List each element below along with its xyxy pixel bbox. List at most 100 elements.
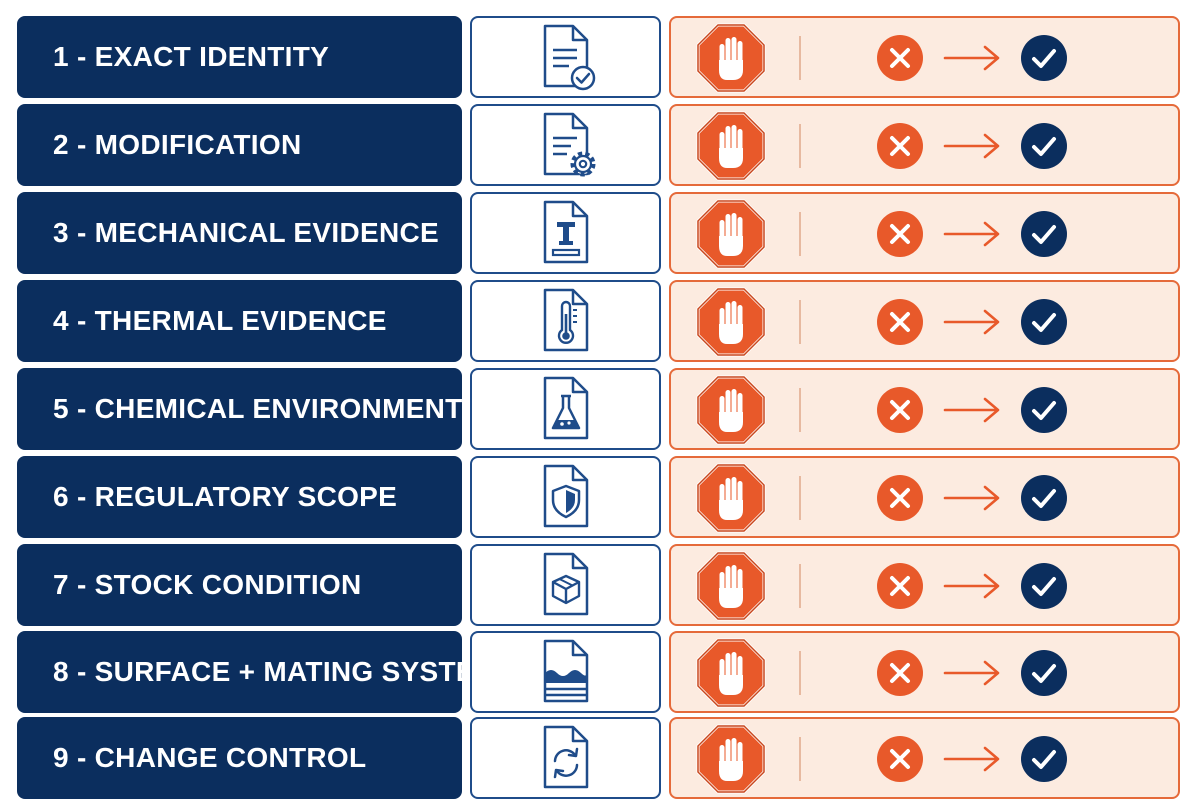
check-circle-icon [1021, 299, 1067, 345]
check-circle-icon [1021, 211, 1067, 257]
x-circle-icon [877, 736, 923, 782]
row-7: 7 - STOCK CONDITION [0, 544, 1200, 626]
row-status-box [669, 16, 1180, 98]
document-check-icon [543, 24, 595, 91]
stop-hand-icon [696, 551, 766, 621]
row-label-box: 7 - STOCK CONDITION [17, 544, 462, 626]
status-divider [799, 564, 801, 608]
x-circle-icon [877, 123, 923, 169]
row-status-box [669, 104, 1180, 186]
row-icon-box [470, 16, 661, 98]
row-icon-box [470, 280, 661, 362]
row-label: 6 - REGULATORY SCOPE [53, 481, 398, 512]
stop-hand-icon [696, 287, 766, 357]
row-status-box [669, 456, 1180, 538]
status-divider [799, 300, 801, 344]
arrow-right-icon [943, 485, 1000, 511]
status-divider [799, 212, 801, 256]
stop-hand-icon [696, 23, 766, 93]
row-label: 1 - EXACT IDENTITY [53, 41, 330, 72]
row-label-box: 6 - REGULATORY SCOPE [17, 456, 462, 538]
row-status-box [669, 631, 1180, 713]
arrow-right-icon [943, 660, 1000, 686]
arrow-right-icon [943, 221, 1000, 247]
row-status-box [669, 717, 1180, 799]
row-9: 9 - CHANGE CONTROL [0, 717, 1200, 799]
status-divider [799, 737, 801, 781]
document-press-icon [543, 200, 588, 264]
row-status-box [669, 544, 1180, 626]
arrow-right-icon [943, 397, 1000, 423]
row-icon-box [470, 717, 661, 799]
x-circle-icon [877, 387, 923, 433]
status-divider [799, 36, 801, 80]
row-1: 1 - EXACT IDENTITY [0, 16, 1200, 98]
check-circle-icon [1021, 123, 1067, 169]
check-circle-icon [1021, 736, 1067, 782]
check-circle-icon [1021, 563, 1067, 609]
status-divider [799, 124, 801, 168]
row-label: 7 - STOCK CONDITION [53, 569, 362, 600]
row-4: 4 - THERMAL EVIDENCE [0, 280, 1200, 362]
row-8: 8 - SURFACE + MATING SYSTEM [0, 631, 1200, 713]
status-divider [799, 388, 801, 432]
row-icon-box [470, 456, 661, 538]
document-flask-icon [543, 376, 588, 440]
row-label: 2 - MODIFICATION [53, 129, 302, 160]
arrow-right-icon [943, 45, 1000, 71]
row-label: 5 - CHEMICAL ENVIRONMENT [53, 393, 463, 424]
row-label-box: 3 - MECHANICAL EVIDENCE [17, 192, 462, 274]
status-divider [799, 651, 801, 695]
stop-hand-icon [696, 724, 766, 794]
document-refresh-icon [543, 725, 588, 789]
row-icon-box [470, 544, 661, 626]
row-2: 2 - MODIFICATION [0, 104, 1200, 186]
document-thermometer-icon [543, 288, 588, 352]
arrow-right-icon [943, 573, 1000, 599]
status-divider [799, 476, 801, 520]
x-circle-icon [877, 563, 923, 609]
row-icon-box [470, 368, 661, 450]
document-box-icon [543, 552, 588, 616]
check-circle-icon [1021, 35, 1067, 81]
arrow-right-icon [943, 746, 1000, 772]
x-circle-icon [877, 299, 923, 345]
document-gear-icon [543, 112, 595, 177]
row-label: 4 - THERMAL EVIDENCE [53, 305, 387, 336]
row-label-box: 9 - CHANGE CONTROL [17, 717, 462, 799]
check-circle-icon [1021, 475, 1067, 521]
row-label-box: 1 - EXACT IDENTITY [17, 16, 462, 98]
row-label: 3 - MECHANICAL EVIDENCE [53, 217, 439, 248]
check-circle-icon [1021, 650, 1067, 696]
check-circle-icon [1021, 387, 1067, 433]
row-label: 8 - SURFACE + MATING SYSTEM [53, 656, 499, 687]
x-circle-icon [877, 211, 923, 257]
stop-hand-icon [696, 638, 766, 708]
row-6: 6 - REGULATORY SCOPE [0, 456, 1200, 538]
row-icon-box [470, 104, 661, 186]
row-status-box [669, 280, 1180, 362]
x-circle-icon [877, 650, 923, 696]
document-shield-icon [543, 464, 588, 528]
row-icon-box [470, 192, 661, 274]
row-label-box: 4 - THERMAL EVIDENCE [17, 280, 462, 362]
stop-hand-icon [696, 375, 766, 445]
x-circle-icon [877, 35, 923, 81]
row-status-box [669, 192, 1180, 274]
row-3: 3 - MECHANICAL EVIDENCE [0, 192, 1200, 274]
row-icon-box [470, 631, 661, 713]
document-surface-icon [543, 639, 588, 703]
row-5: 5 - CHEMICAL ENVIRONMENT [0, 368, 1200, 450]
row-label-box: 5 - CHEMICAL ENVIRONMENT [17, 368, 462, 450]
stop-hand-icon [696, 111, 766, 181]
x-circle-icon [877, 475, 923, 521]
arrow-right-icon [943, 309, 1000, 335]
row-status-box [669, 368, 1180, 450]
stop-hand-icon [696, 463, 766, 533]
row-label-box: 8 - SURFACE + MATING SYSTEM [17, 631, 498, 713]
stop-hand-icon [696, 199, 766, 269]
row-label-box: 2 - MODIFICATION [17, 104, 462, 186]
row-label: 9 - CHANGE CONTROL [53, 742, 367, 773]
arrow-right-icon [943, 133, 1000, 159]
